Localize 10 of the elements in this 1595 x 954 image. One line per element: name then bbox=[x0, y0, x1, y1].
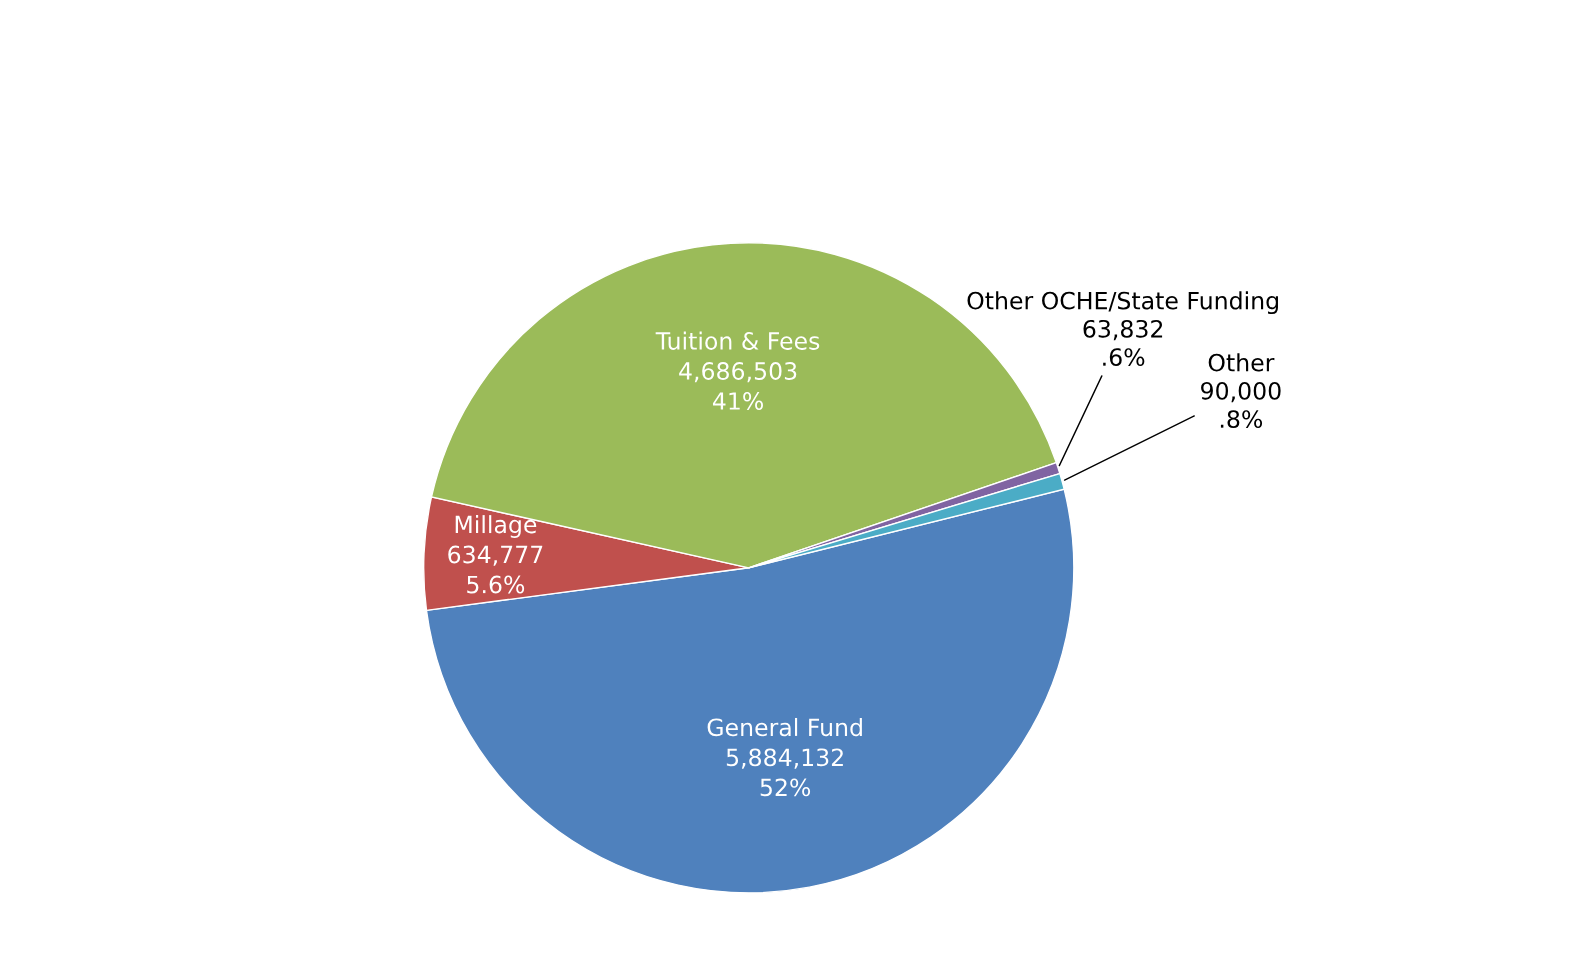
slice-label: Other bbox=[1208, 353, 1275, 372]
slice-label: Other OCHE/State Funding bbox=[967, 291, 1278, 315]
data-label: 4,686,503 41% bbox=[679, 362, 797, 410]
data-label: 63,832 .6% bbox=[1083, 319, 1163, 366]
slice-label: General Fund bbox=[707, 717, 862, 737]
slice-label: Tuition & Fees bbox=[655, 331, 820, 350]
data-label: 90,000 .8% bbox=[1201, 381, 1281, 429]
data-label: 5,884,132 52% bbox=[726, 748, 843, 797]
data-label: 634,777 5.6% bbox=[448, 545, 543, 594]
slice-label: Millage bbox=[455, 515, 537, 538]
